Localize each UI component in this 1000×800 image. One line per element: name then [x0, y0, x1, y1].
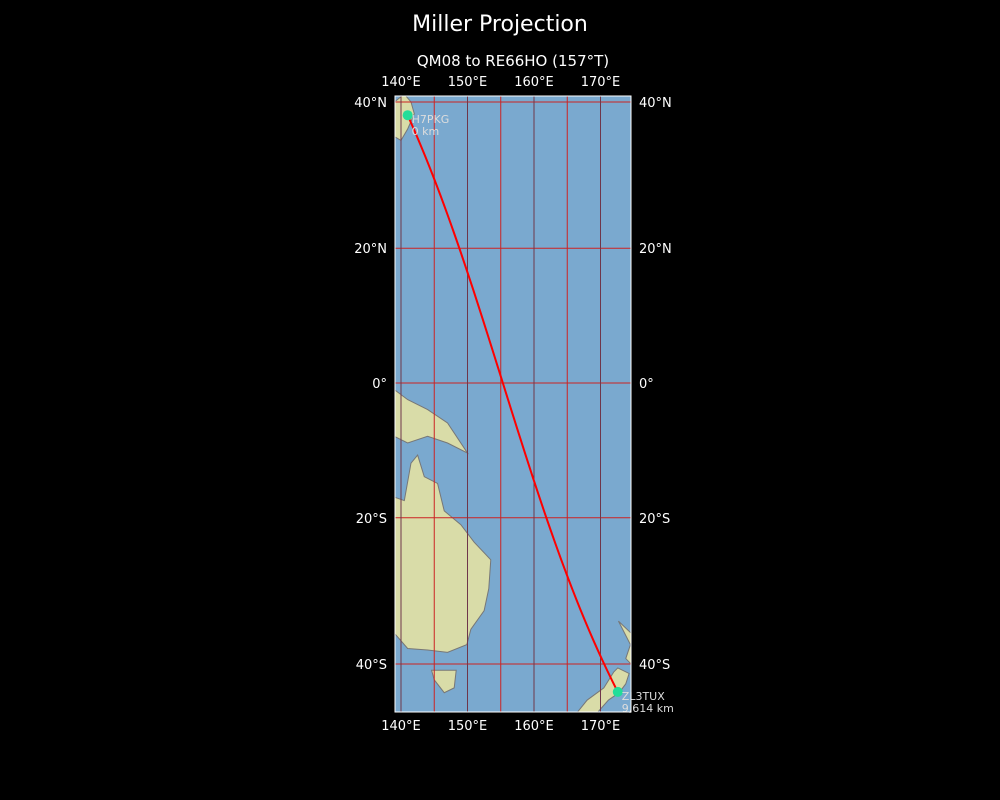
chart-title: Miller Projection — [412, 12, 588, 37]
great-circle-path — [406, 114, 619, 693]
start-distance: 0 km — [412, 125, 440, 138]
map-frame — [394, 95, 632, 713]
lat-tick-left: 40°S — [356, 658, 387, 673]
lon-tick-bottom: 140°E — [381, 719, 421, 734]
lat-tick-left: 40°N — [354, 96, 387, 111]
end-marker — [612, 686, 623, 697]
lon-tick-bottom: 170°E — [581, 719, 621, 734]
start-marker — [402, 110, 413, 121]
map-layers — [395, 96, 631, 712]
lat-tick-right: 20°N — [639, 242, 672, 257]
lat-tick-right: 40°N — [639, 96, 672, 111]
end-distance: 9,614 km — [622, 702, 674, 715]
land-nz-north — [618, 620, 631, 665]
lat-tick-left: 20°S — [356, 512, 387, 527]
lat-tick-left: 20°N — [354, 242, 387, 257]
lat-tick-right: 0° — [639, 377, 654, 392]
lat-tick-right: 40°S — [639, 658, 670, 673]
lat-tick-left: 0° — [372, 377, 387, 392]
lon-tick-top: 150°E — [448, 75, 488, 90]
lon-tick-bottom: 160°E — [514, 719, 554, 734]
lon-tick-bottom: 150°E — [448, 719, 488, 734]
lon-tick-top: 160°E — [514, 75, 554, 90]
lon-tick-top: 140°E — [381, 75, 421, 90]
land-australia — [395, 454, 492, 653]
end-callsign: ZL3TUX — [622, 690, 665, 703]
lat-tick-right: 20°S — [639, 512, 670, 527]
land-nz-south — [576, 667, 630, 712]
start-callsign: H7PKG — [412, 113, 450, 126]
lon-tick-top: 170°E — [581, 75, 621, 90]
chart-subtitle: QM08 to RE66HO (157°T) — [416, 52, 610, 70]
